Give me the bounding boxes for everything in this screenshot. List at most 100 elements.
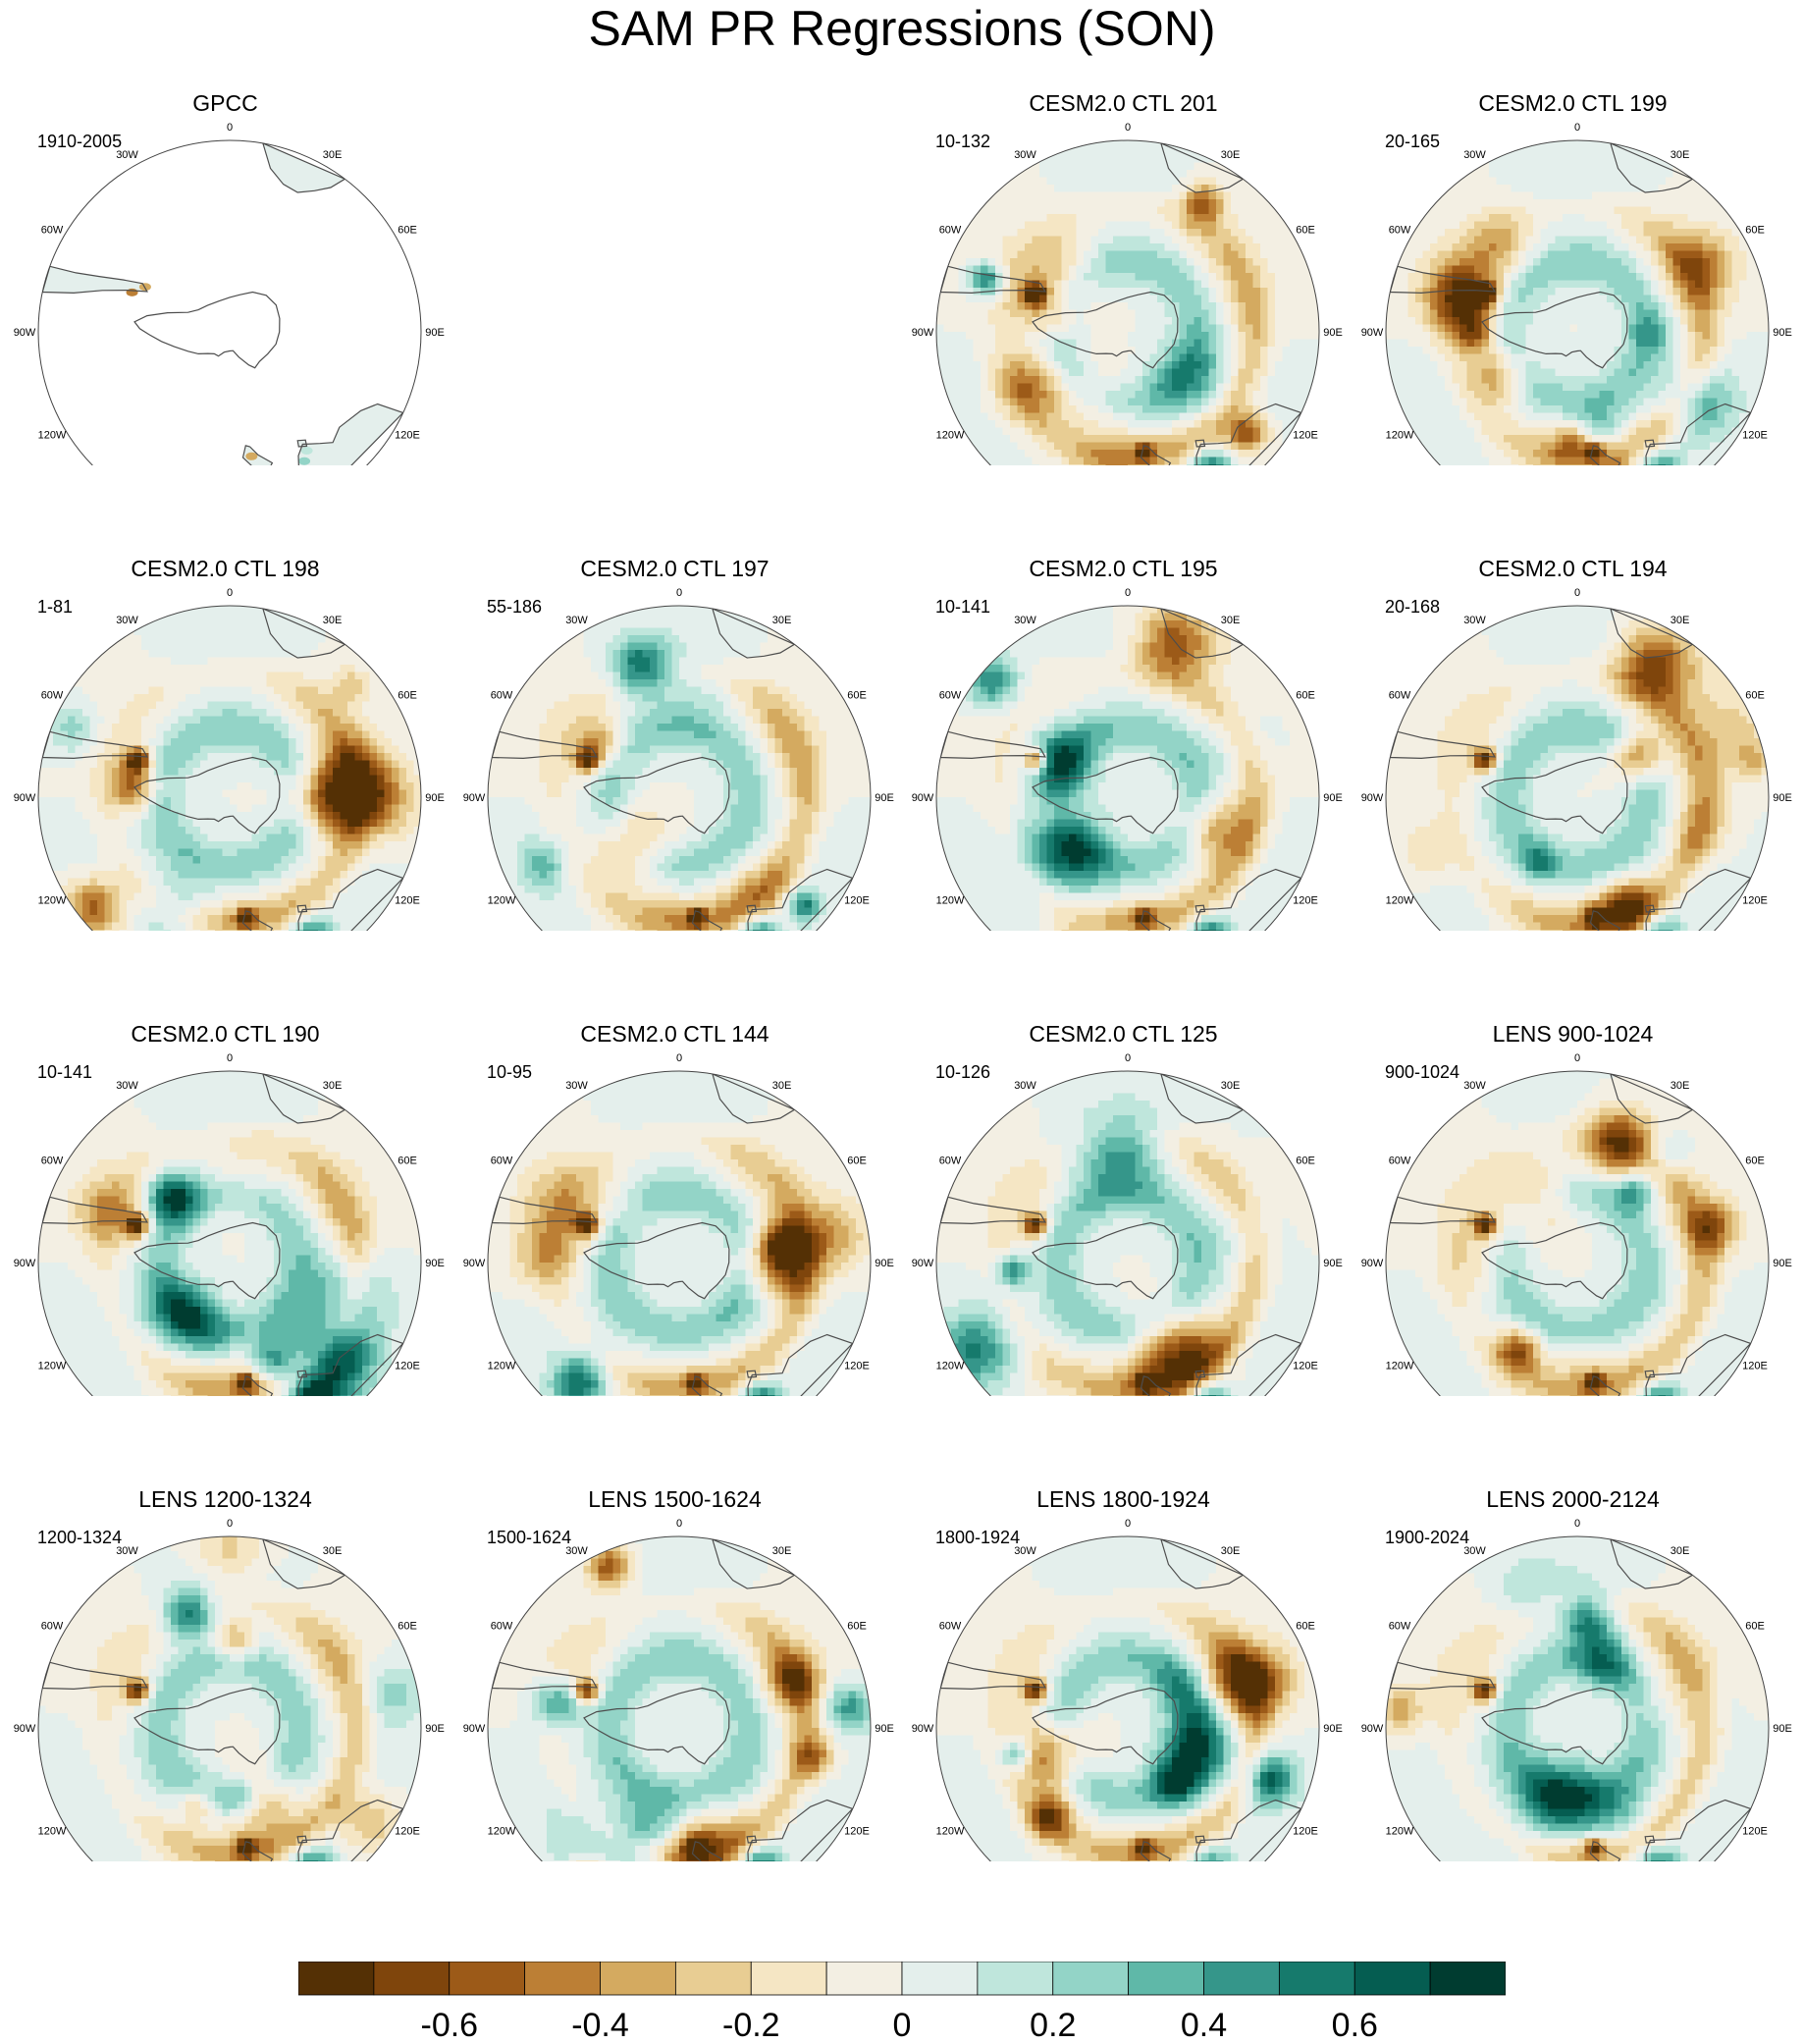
field-cell: [1504, 273, 1512, 282]
field-cell: [1275, 398, 1284, 406]
field-cell: [1731, 288, 1740, 296]
field-cell: [943, 250, 952, 259]
field-cell: [958, 309, 967, 318]
field-cell: [1076, 420, 1085, 429]
field-cell: [1275, 147, 1284, 156]
field-cell: [1754, 420, 1763, 429]
field-cell: [1504, 250, 1512, 259]
field-cell: [1445, 450, 1454, 458]
field-cell: [1474, 273, 1483, 282]
field-cell: [1231, 273, 1240, 282]
field-cell: [1636, 442, 1645, 451]
field-cell: [1252, 427, 1261, 436]
field-cell: [1098, 280, 1107, 289]
field-cell: [1702, 162, 1711, 171]
field-cell: [973, 302, 982, 311]
field-cell: [995, 147, 1004, 156]
field-cell: [1401, 302, 1409, 311]
field-cell: [1466, 309, 1475, 318]
field-cell: [1548, 206, 1557, 215]
field-cell: [1002, 147, 1011, 156]
field-cell: [1275, 191, 1284, 200]
field-cell: [1282, 353, 1291, 362]
field-cell: [1577, 243, 1586, 252]
field-cell: [1599, 250, 1608, 259]
field-cell: [943, 162, 952, 171]
field-cell: [1238, 302, 1247, 311]
field-cell: [1275, 457, 1284, 465]
field-cell: [1518, 412, 1527, 421]
panel-period: 20-165: [1385, 131, 1440, 152]
field-cell: [1149, 412, 1158, 421]
field-cell: [1555, 412, 1564, 421]
field-cell: [1252, 295, 1261, 303]
field-cell: [951, 391, 960, 400]
field-cell: [1157, 185, 1166, 193]
field-cell: [1511, 309, 1519, 318]
field-cell: [1614, 191, 1622, 200]
field-cell: [1002, 427, 1011, 436]
field-cell: [973, 295, 982, 303]
field-cell: [973, 185, 982, 193]
field-cell: [936, 353, 945, 362]
field-cell: [1179, 427, 1188, 436]
field-cell: [1518, 361, 1527, 370]
field-cell: [1172, 405, 1181, 414]
field-cell: [1739, 324, 1748, 333]
field-cell: [1724, 391, 1733, 400]
field-cell: [987, 206, 996, 215]
field-cell: [973, 309, 982, 318]
field-cell: [1761, 295, 1769, 303]
coastline: [939, 265, 1046, 295]
field-cell: [1687, 243, 1696, 252]
field-cell: [1231, 442, 1240, 451]
field-cell: [1614, 273, 1622, 282]
field-cell: [1658, 273, 1667, 282]
field-cell: [1386, 332, 1395, 341]
field-cell: [1128, 206, 1137, 215]
field-cell: [1267, 339, 1276, 348]
field-cell: [1731, 361, 1740, 370]
field-cell: [1275, 265, 1284, 274]
field-cell: [1504, 162, 1512, 171]
field-cell: [1090, 405, 1099, 414]
field-cell: [987, 464, 996, 465]
field-cell: [1643, 229, 1652, 238]
field-cell: [1407, 185, 1416, 193]
field-cell: [1702, 258, 1711, 267]
field-cell: [1533, 191, 1542, 200]
polar-map: 030E60E90E120E150E180150W120W90W60W30W: [14, 122, 445, 465]
field-cell: [1135, 258, 1143, 267]
field-cell: [1120, 258, 1129, 267]
field-cell: [1504, 383, 1512, 392]
field-cell: [951, 155, 960, 164]
field-cell: [1290, 265, 1299, 274]
field-cell: [1422, 361, 1431, 370]
field-cell: [1194, 265, 1202, 274]
field-cell: [1628, 273, 1637, 282]
field-cell: [1761, 185, 1769, 193]
field-cell: [1452, 383, 1460, 392]
field-cell: [1252, 317, 1261, 326]
field-cell: [1069, 236, 1078, 244]
field-cell: [951, 191, 960, 200]
field-cell: [1069, 376, 1078, 385]
field-cell: [966, 427, 975, 436]
field-cell: [1489, 221, 1498, 230]
field-cell: [1481, 265, 1490, 274]
field-cell: [1304, 250, 1313, 259]
field-cell: [1157, 155, 1166, 164]
field-cell: [1275, 221, 1284, 230]
field-cell: [966, 391, 975, 400]
field-cell: [987, 405, 996, 414]
field-cell: [1437, 324, 1446, 333]
field-cell: [981, 383, 989, 392]
field-cell: [936, 317, 945, 326]
field-cell: [1046, 302, 1055, 311]
field-cell: [1046, 361, 1055, 370]
field-cell: [1569, 177, 1578, 186]
field-cell: [1149, 191, 1158, 200]
field-cell: [995, 206, 1004, 215]
field-cell: [1437, 398, 1446, 406]
field-cell: [1386, 383, 1395, 392]
